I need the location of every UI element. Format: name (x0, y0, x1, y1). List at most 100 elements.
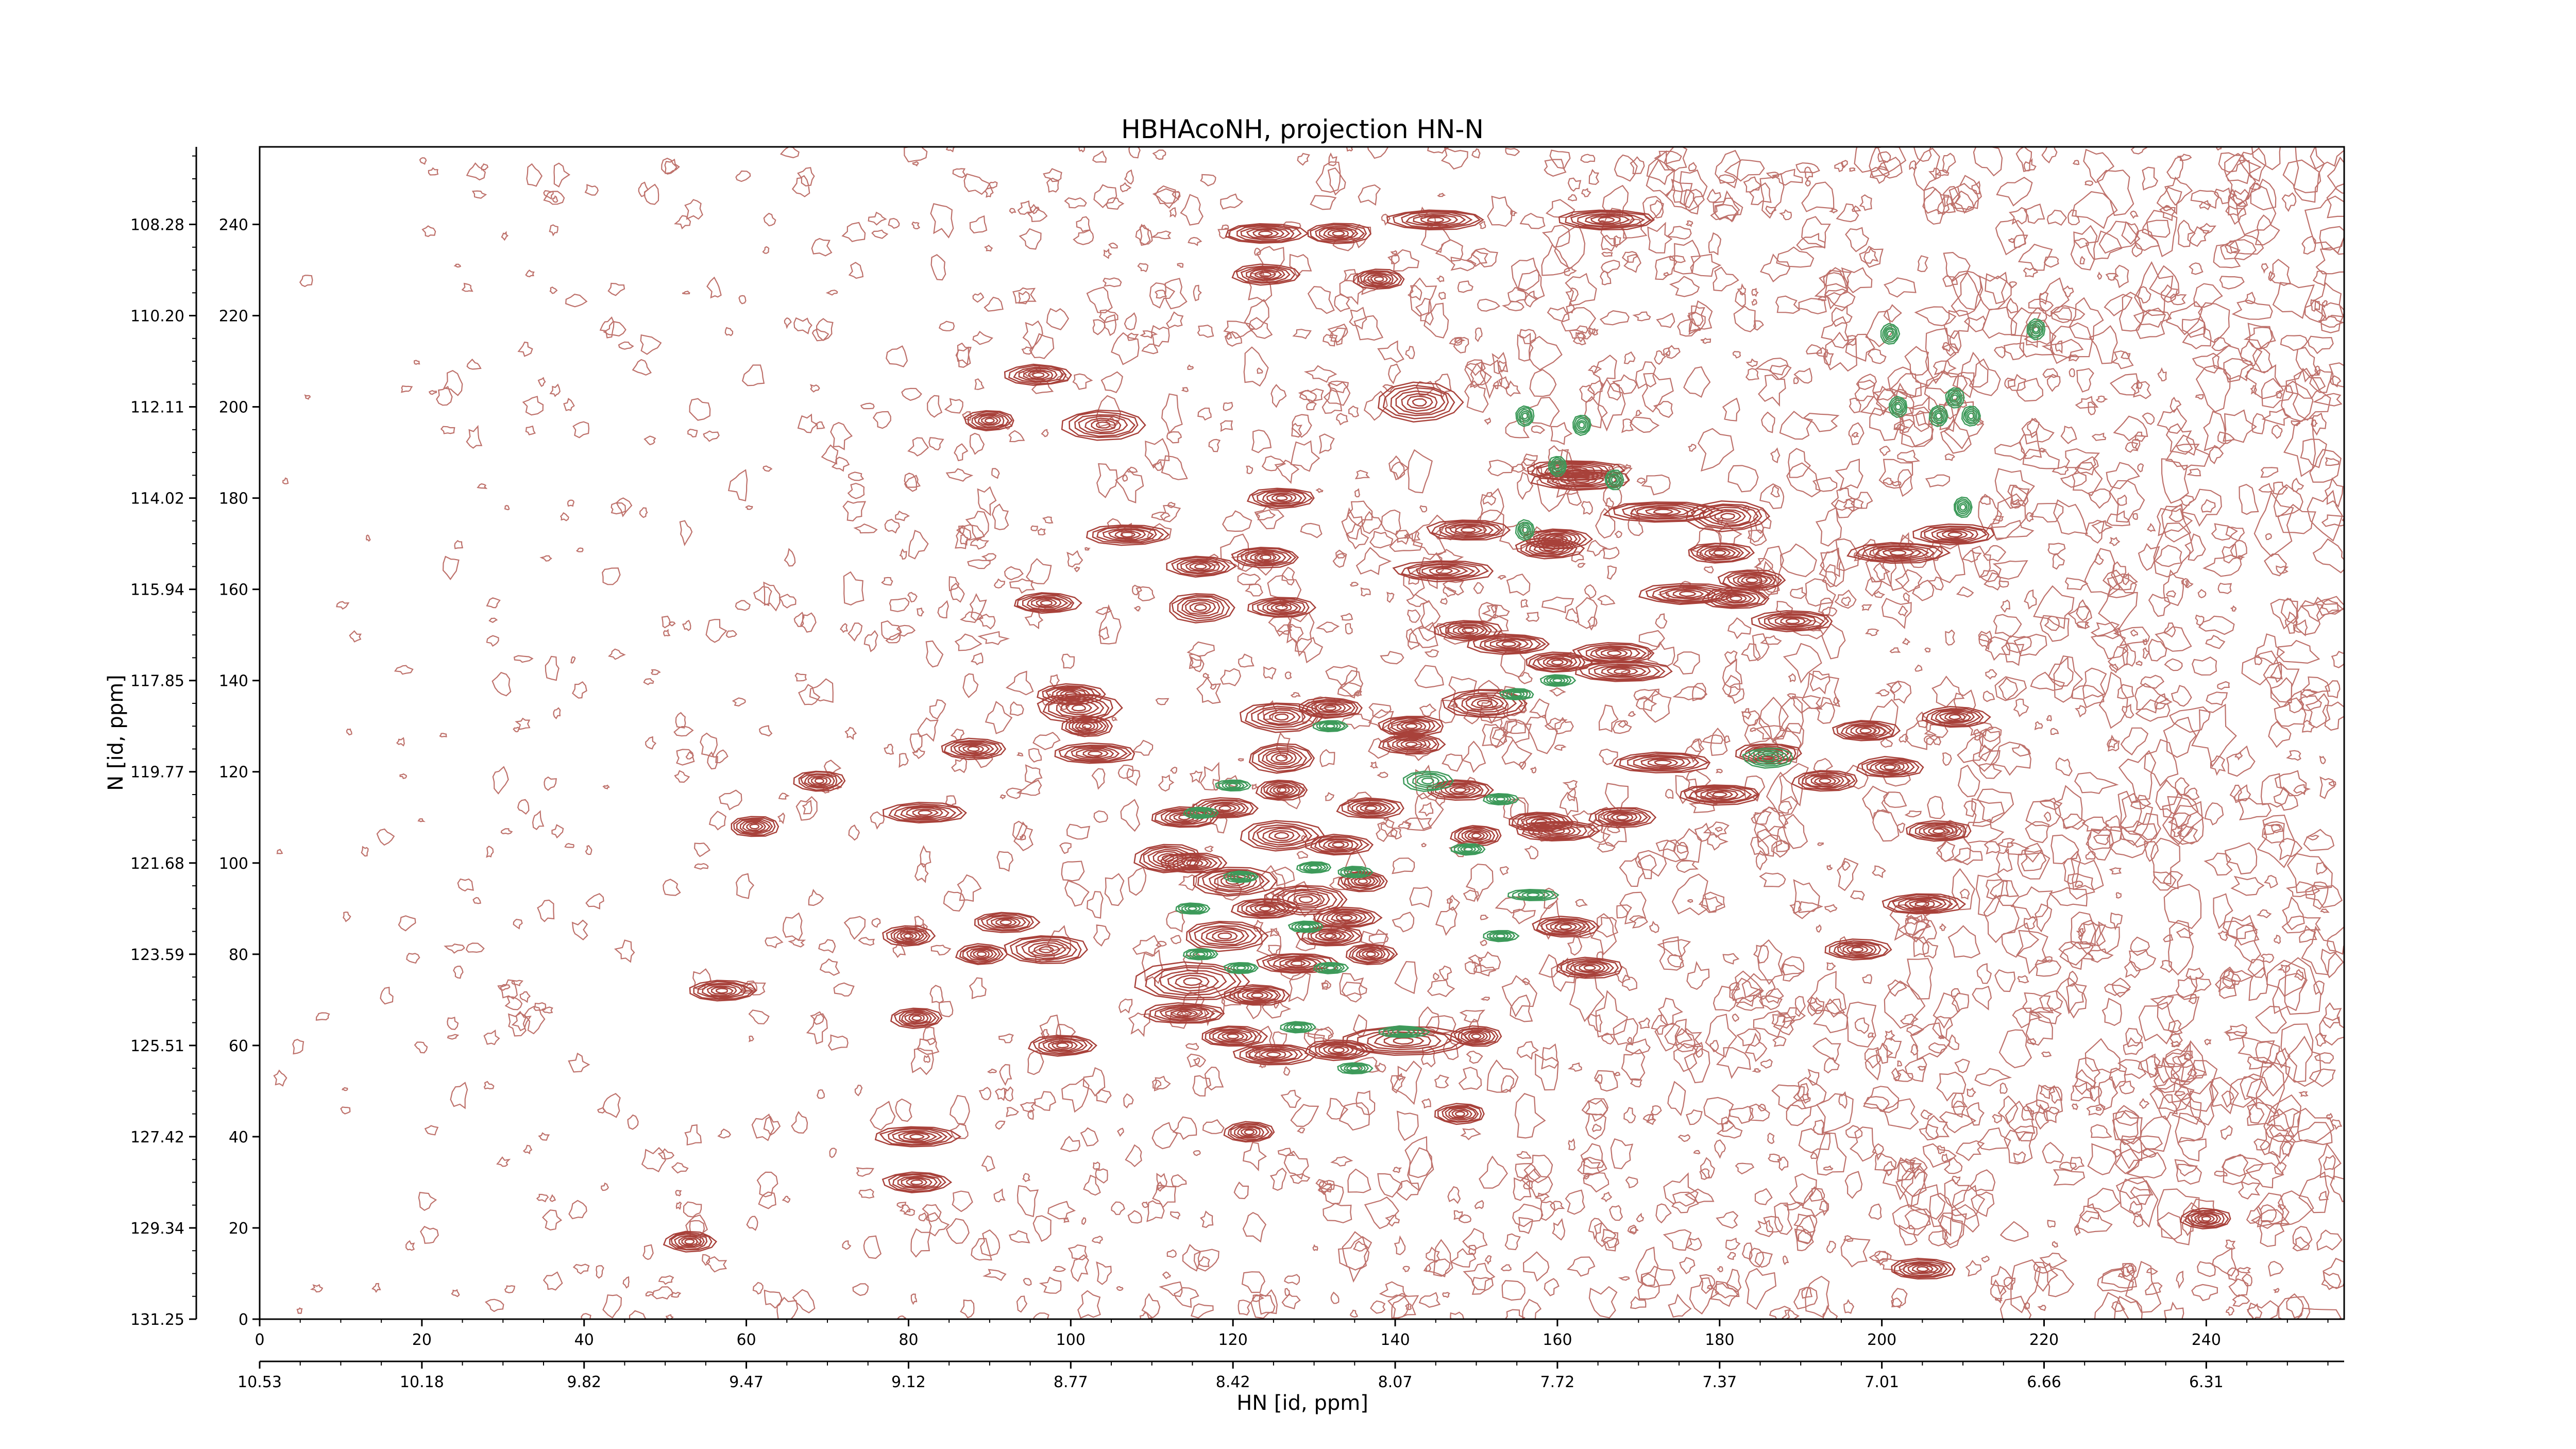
positive-peak (2179, 1207, 2231, 1229)
positive-peak (1832, 720, 1901, 742)
negative-peak (1499, 688, 1534, 701)
positive-peak (1530, 469, 1630, 491)
negative-peak-contours (1507, 888, 1560, 901)
positive-peak (1013, 592, 1082, 614)
y-index-tick-label: 120 (219, 764, 248, 782)
positive-peak (1230, 898, 1299, 919)
positive-peak-contours (1345, 943, 1398, 965)
positive-peak (1467, 633, 1550, 655)
positive-peak (1751, 610, 1833, 632)
negative-peak-contours (1742, 747, 1794, 769)
x-index-tick-label: 40 (574, 1331, 594, 1349)
y-index-tick-label: 160 (219, 581, 248, 599)
positive-peak (882, 1171, 953, 1193)
positive-peak (1201, 1025, 1268, 1047)
positive-peak (1392, 560, 1494, 583)
positive-peak (874, 1126, 962, 1148)
positive-peak-contours (963, 410, 1014, 431)
positive-peak (1193, 866, 1278, 897)
positive-peak (1037, 683, 1106, 706)
negative-peak (1312, 720, 1349, 732)
positive-peak (1638, 583, 1735, 605)
x-index-tick-label: 20 (412, 1331, 432, 1349)
positive-peak-contours (1185, 920, 1269, 952)
x-ppm-tick-label: 7.72 (1540, 1373, 1575, 1391)
positive-peak (1688, 543, 1755, 564)
y-index-tick-label: 40 (229, 1128, 248, 1147)
positive-peak (1345, 943, 1398, 965)
negative-peak-contours (1313, 962, 1349, 974)
y-index-axis: 0 20 40 60 80 100 120 140 160 180 200 220 240 (219, 216, 260, 1329)
positive-peak (1304, 1039, 1375, 1062)
positive-peak (1378, 381, 1464, 423)
negative-peak (1539, 674, 1577, 687)
positive-peak-contours (1304, 1039, 1375, 1062)
positive-peak (1143, 1002, 1225, 1024)
positive-peak-contours (1378, 381, 1464, 423)
y-ppm-tick-label: 115.94 (130, 581, 184, 599)
positive-peak-contours (1602, 501, 1725, 523)
positive-peak (1378, 734, 1446, 755)
x-ppm-tick-label: 8.42 (1216, 1373, 1250, 1391)
positive-peak (1516, 821, 1601, 841)
negative-peak (1928, 405, 1948, 427)
negative-peak (1337, 1062, 1374, 1074)
positive-peak-contours (1134, 961, 1250, 1001)
positive-peak-contours (1588, 807, 1657, 829)
negative-peak-contours (1572, 415, 1591, 436)
negative-peak-contours (1223, 870, 1259, 883)
positive-peak (1133, 844, 1201, 873)
positive-peak (1613, 751, 1711, 773)
positive-peak (1386, 209, 1484, 230)
negative-peak-contours (1223, 962, 1259, 974)
negative-peak-contours (1182, 806, 1219, 819)
positive-peak-contours (1832, 720, 1901, 742)
positive-peak (1061, 715, 1113, 737)
positive-peak (1223, 1121, 1275, 1143)
x-index-tick-label: 100 (1056, 1331, 1086, 1349)
negative-peak-contours (1961, 406, 1981, 427)
positive-peak (1246, 487, 1315, 510)
positive-peak-contours (1247, 597, 1317, 618)
positive-peak-contours (1891, 1257, 1956, 1280)
negative-peak (1548, 456, 1567, 478)
negative-peak-contours (1539, 674, 1577, 687)
y-ppm-tick-label: 114.02 (130, 490, 184, 508)
positive-peak (1151, 806, 1219, 828)
y-ppm-axis: 131.25 129.34 127.42 125.51 123.59 121.68 119.… (130, 155, 196, 1329)
positive-peak-contours (1193, 866, 1278, 897)
positive-peak (1912, 523, 1995, 546)
positive-peak (1027, 1035, 1097, 1057)
positive-peak (1225, 223, 1309, 244)
positive-peak (1588, 807, 1657, 829)
negative-peak (1280, 1021, 1317, 1034)
positive-peak-contours (1086, 524, 1170, 546)
positive-peak-contours (1509, 812, 1574, 832)
positive-peak-contours (1256, 953, 1340, 974)
positive-peak (1166, 555, 1236, 578)
positive-peak-contours (955, 943, 1008, 965)
x-index-tick-label: 120 (1218, 1331, 1248, 1349)
x-index-tick-label: 160 (1543, 1331, 1572, 1349)
x-ppm-tick-label: 8.07 (1378, 1373, 1413, 1391)
positive-peak-contours (731, 816, 779, 837)
positive-peak (882, 801, 967, 823)
positive-peak (941, 737, 1007, 761)
y-ppm-tick-label: 129.34 (130, 1220, 184, 1238)
positive-peak-contours (882, 925, 936, 947)
x-ppm-tick-label: 9.12 (891, 1373, 926, 1391)
negative-peak (1223, 962, 1259, 974)
positive-peak (1337, 871, 1388, 892)
positive-peak-contours (1824, 938, 1892, 961)
negative-peak-contours (1175, 902, 1211, 915)
positive-peak-contours (1906, 820, 1972, 842)
positive-peak-contours (941, 737, 1007, 761)
positive-peak-contours (1307, 223, 1372, 244)
positive-peak (1248, 743, 1315, 774)
positive-peak (1004, 935, 1088, 964)
x-index-tick-label: 240 (2192, 1331, 2221, 1349)
x-index-tick-label: 60 (736, 1331, 756, 1349)
x-ppm-tick-label: 9.82 (567, 1373, 601, 1391)
negative-peak (1378, 1025, 1431, 1038)
